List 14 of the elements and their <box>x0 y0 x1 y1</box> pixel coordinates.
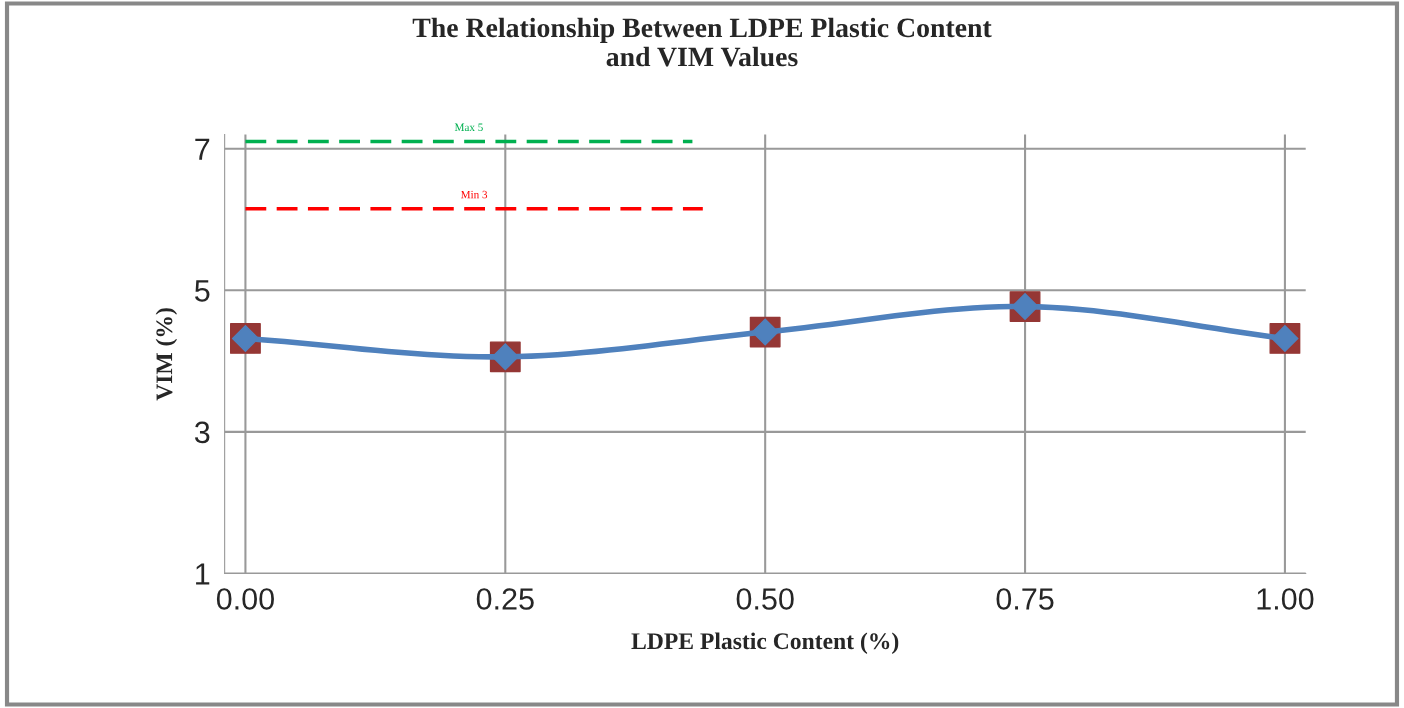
y-tick-label: 5 <box>194 280 210 302</box>
y-tick-label: 3 <box>194 421 210 444</box>
y-axis-title: VIM (%) <box>155 308 178 401</box>
y-tick-label: 7 <box>195 138 210 160</box>
x-tick-label: 1.00 <box>1257 588 1314 610</box>
series-label: Max 5 <box>454 123 483 132</box>
x-tick-label: 0.25 <box>476 588 534 610</box>
x-tick-label: 0.50 <box>736 588 794 610</box>
y-tick-label: 1 <box>196 563 210 585</box>
chart-title: The Relationship Between LDPE Plastic Content and VIM Values <box>412 17 992 67</box>
x-tick-label: 0.75 <box>996 588 1054 610</box>
series-label: Min 3 <box>461 190 488 199</box>
x-tick-label: 0.00 <box>216 588 274 610</box>
x-axis-title: LDPE Plastic Content (%) <box>631 632 899 654</box>
